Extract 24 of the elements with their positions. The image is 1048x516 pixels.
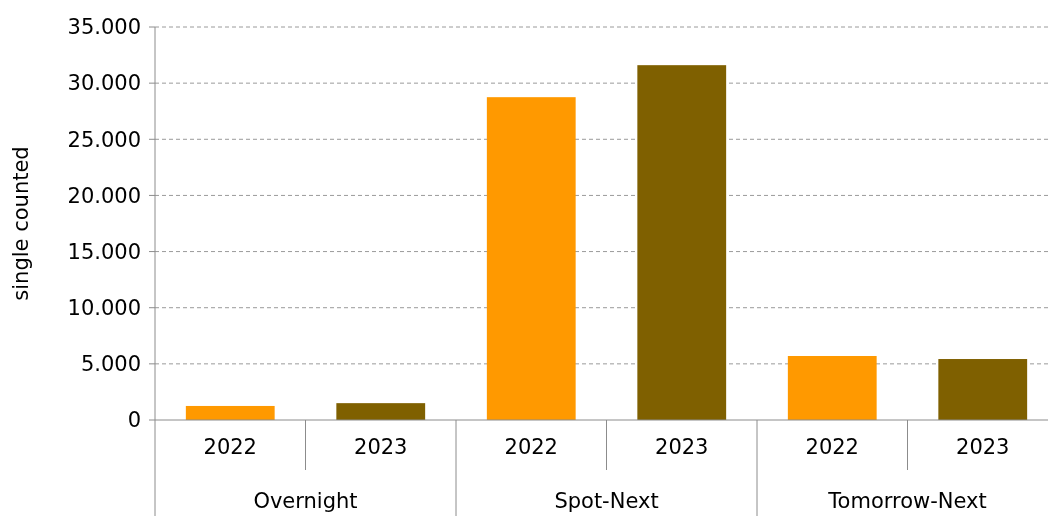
- text: 2023: [655, 435, 709, 459]
- y-tick-label: 20.000: [67, 183, 141, 208]
- y-tick-label: 30.000: [67, 71, 141, 96]
- bar: [787, 356, 877, 420]
- bar: [185, 405, 275, 420]
- bar: [486, 97, 576, 420]
- bar: [637, 65, 727, 420]
- bar: [336, 403, 426, 420]
- x-tick-label: Overnight: [253, 489, 358, 513]
- series-label: 2023: [354, 435, 408, 459]
- series-label: 2022: [203, 435, 257, 459]
- y-tick-label: 35.000: [67, 15, 141, 40]
- y-tick-label: 5.000: [80, 352, 141, 377]
- text: 2022: [805, 435, 859, 459]
- y-tick-label: 15.000: [67, 239, 141, 264]
- x-tick-label: Spot-Next: [554, 489, 659, 513]
- y-tick-label: 10.000: [67, 296, 141, 321]
- x-tick-label: Tomorrow-Next: [827, 489, 987, 513]
- bar: [938, 359, 1028, 420]
- y-axis-title: single counted: [9, 146, 33, 301]
- text: 2022: [504, 435, 558, 459]
- y-tick-label: 0: [127, 408, 141, 433]
- y-tick-label: 25.000: [67, 127, 141, 152]
- text: 2023: [956, 435, 1010, 459]
